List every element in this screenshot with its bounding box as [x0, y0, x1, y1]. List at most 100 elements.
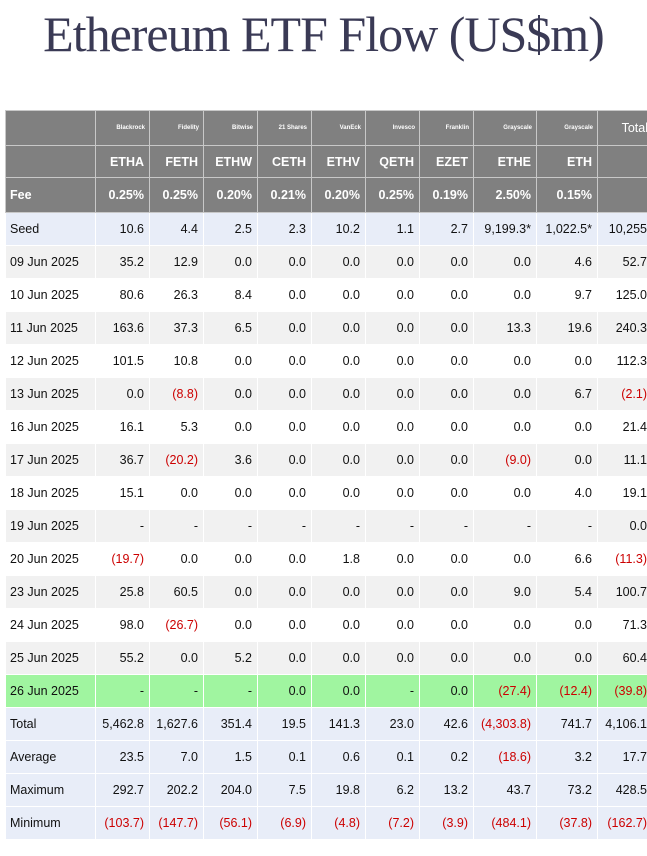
flow-cell: 0.0	[419, 608, 474, 642]
row-total-cell: 240.3	[597, 311, 647, 345]
flow-cell: 0.0	[203, 608, 258, 642]
flow-cell: (147.7)	[149, 806, 204, 840]
flow-cell: 0.0	[419, 410, 474, 444]
ticker-header: EZET	[419, 145, 474, 178]
fee-value: 0.25%	[365, 177, 420, 213]
flow-cell: 0.0	[203, 245, 258, 279]
table-row: 09 Jun 2025 35.2 12.9 0.0 0.0 0.0 0.0 0.0 0.0 4.6…	[5, 245, 647, 279]
issuer-header-row: Blackrock Fidelity Bitwise 21 Shares Van…	[5, 110, 647, 146]
flow-cell: 0.0	[419, 641, 474, 675]
row-total-cell: (2.1)	[597, 377, 647, 411]
flow-cell: 23.0	[365, 707, 420, 741]
header-blank	[597, 177, 647, 213]
flow-cell: 6.6	[536, 542, 598, 576]
flow-cell: 9.0	[473, 575, 537, 609]
table-row: Seed 10.6 4.4 2.5 2.3 10.2 1.1 2.7 9,199.3* 1,022…	[5, 212, 647, 246]
flow-cell: 5,462.8	[95, 707, 150, 741]
flow-cell: 37.3	[149, 311, 204, 345]
flow-cell: 5.4	[536, 575, 598, 609]
flow-cell: 1.5	[203, 740, 258, 774]
row-total-cell: 100.7	[597, 575, 647, 609]
row-total-cell: 19.1	[597, 476, 647, 510]
flow-cell: 0.0	[536, 344, 598, 378]
ticker-header: ETHA	[95, 145, 150, 178]
flow-cell: 0.0	[311, 674, 366, 708]
flow-cell: -	[95, 674, 150, 708]
ticker-header-row: ETHA FETH ETHW CETH ETHV QETH EZET ETHE …	[5, 145, 647, 178]
flow-cell: 0.0	[311, 245, 366, 279]
flow-cell: -	[365, 674, 420, 708]
flow-cell: 2.3	[257, 212, 312, 246]
flow-cell: 101.5	[95, 344, 150, 378]
row-date: 18 Jun 2025	[5, 476, 96, 510]
flow-cell: 6.2	[365, 773, 420, 807]
flow-cell: 0.0	[203, 410, 258, 444]
flow-cell: 0.0	[473, 245, 537, 279]
flow-cell: 12.9	[149, 245, 204, 279]
flow-cell: 42.6	[419, 707, 474, 741]
summary-rows: Total 5,462.8 1,627.6 351.4 19.5 141.3 23.0 42.…	[5, 707, 647, 840]
row-date: 19 Jun 2025	[5, 509, 96, 543]
row-total-cell: 0.0	[597, 509, 647, 543]
flow-cell: 0.0	[365, 344, 420, 378]
row-total-cell: (162.7)	[597, 806, 647, 840]
flow-cell: (7.2)	[365, 806, 420, 840]
row-date: 12 Jun 2025	[5, 344, 96, 378]
etf-flow-table: Blackrock Fidelity Bitwise 21 Shares Van…	[5, 110, 647, 840]
flow-cell: 0.0	[365, 278, 420, 312]
row-total-cell: (39.8)	[597, 674, 647, 708]
flow-cell: 0.6	[311, 740, 366, 774]
flow-cell: 13.3	[473, 311, 537, 345]
flow-cell: (12.4)	[536, 674, 598, 708]
table-row: 16 Jun 2025 16.1 5.3 0.0 0.0 0.0 0.0 0.0 0.0 0.0 2…	[5, 410, 647, 444]
flow-cell: -	[536, 509, 598, 543]
ticker-header: CETH	[257, 145, 312, 178]
flow-cell: 0.0	[257, 278, 312, 312]
flow-cell: 80.6	[95, 278, 150, 312]
flow-cell: 202.2	[149, 773, 204, 807]
flow-cell: 7.5	[257, 773, 312, 807]
row-total-cell: 125.0	[597, 278, 647, 312]
flow-cell: 19.5	[257, 707, 312, 741]
flow-cell: 0.0	[473, 344, 537, 378]
table-row: 24 Jun 2025 98.0 (26.7) 0.0 0.0 0.0 0.0 0.0 0.0 0…	[5, 608, 647, 642]
table-row: 25 Jun 2025 55.2 0.0 5.2 0.0 0.0 0.0 0.0 0.0 0.0 6…	[5, 641, 647, 675]
row-total-cell: 52.7	[597, 245, 647, 279]
row-date: 16 Jun 2025	[5, 410, 96, 444]
table-row: 17 Jun 2025 36.7 (20.2) 3.6 0.0 0.0 0.0 0.0 (9.0…	[5, 443, 647, 477]
flow-cell: (20.2)	[149, 443, 204, 477]
flow-cell: (27.4)	[473, 674, 537, 708]
flow-cell: 0.0	[257, 575, 312, 609]
flow-cell: 19.8	[311, 773, 366, 807]
flow-cell: 0.0	[365, 476, 420, 510]
flow-cell: 0.0	[365, 245, 420, 279]
ticker-header: QETH	[365, 145, 420, 178]
flow-rows: Seed 10.6 4.4 2.5 2.3 10.2 1.1 2.7 9,199.3* 1,022…	[5, 212, 647, 708]
flow-cell: 351.4	[203, 707, 258, 741]
summary-row: Minimum (103.7) (147.7) (56.1) (6.9) (4.8) (7.…	[5, 806, 647, 840]
row-date: 09 Jun 2025	[5, 245, 96, 279]
flow-cell: 0.0	[419, 245, 474, 279]
flow-cell: 0.2	[419, 740, 474, 774]
flow-cell: 0.0	[311, 377, 366, 411]
flow-cell: 0.0	[257, 542, 312, 576]
flow-cell: 4.4	[149, 212, 204, 246]
flow-cell: 0.0	[419, 377, 474, 411]
flow-cell: 0.0	[365, 410, 420, 444]
flow-cell: 292.7	[95, 773, 150, 807]
table-row: 18 Jun 2025 15.1 0.0 0.0 0.0 0.0 0.0 0.0 0.0 4.0 1…	[5, 476, 647, 510]
flow-cell: 2.7	[419, 212, 474, 246]
flow-cell: 9,199.3*	[473, 212, 537, 246]
flow-cell: 0.1	[365, 740, 420, 774]
flow-cell: 5.2	[203, 641, 258, 675]
row-date: 10 Jun 2025	[5, 278, 96, 312]
flow-cell: 0.0	[203, 344, 258, 378]
total-header: Total	[597, 110, 647, 146]
flow-cell: 10.2	[311, 212, 366, 246]
row-total-cell: 11.1	[597, 443, 647, 477]
row-date: 20 Jun 2025	[5, 542, 96, 576]
flow-cell: 0.0	[365, 443, 420, 477]
fee-value: 0.15%	[536, 177, 598, 213]
flow-cell: 0.0	[473, 542, 537, 576]
issuer-header: VanEck	[311, 110, 366, 146]
